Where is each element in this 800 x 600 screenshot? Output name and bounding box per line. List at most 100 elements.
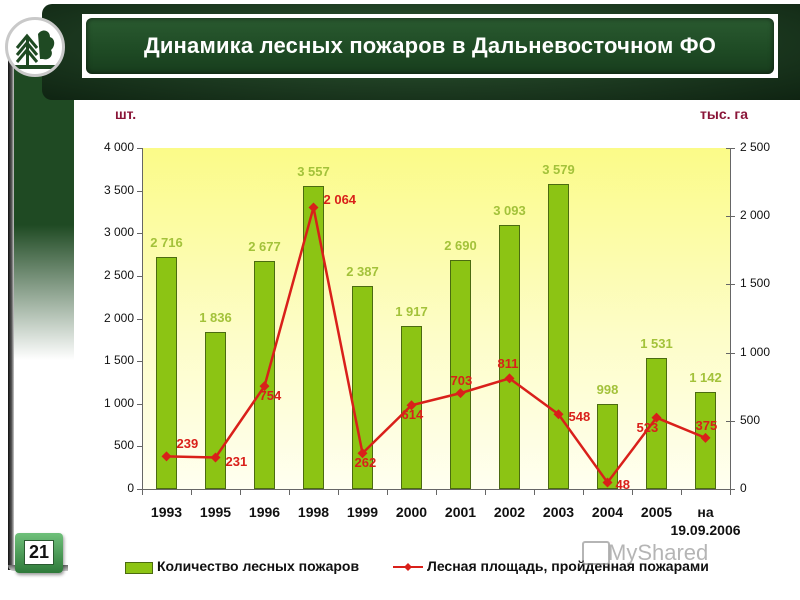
left-axis-tick-label: 1 500	[103, 353, 134, 368]
line-value-label: 523	[636, 419, 659, 435]
x-axis-tick	[583, 489, 584, 495]
right-axis-tick-label: 1 500	[740, 276, 771, 291]
line-value-label: 239	[176, 436, 199, 452]
right-axis-tick	[726, 216, 735, 218]
x-axis-label: 2004	[591, 504, 624, 520]
left-axis-tick-label: 500	[113, 438, 134, 453]
left-axis-tick	[137, 403, 142, 405]
x-axis-label: 1996	[248, 504, 281, 520]
x-axis-tick	[387, 489, 388, 495]
left-axis-unit: шт.	[115, 106, 137, 122]
left-axis	[142, 148, 143, 489]
legend-label-fires: Количество лесных пожаров	[157, 558, 360, 574]
page-number-badge: 21	[15, 533, 63, 573]
left-axis-tick	[137, 275, 142, 277]
bar-value-label: 2 690	[444, 237, 477, 253]
line-value-label: 811	[497, 356, 519, 372]
plot-area	[142, 148, 730, 489]
left-axis-tick	[137, 489, 142, 490]
line-value-label: 262	[354, 455, 377, 471]
bar-value-label: 3 557	[297, 163, 330, 179]
bar	[548, 183, 569, 489]
bar	[646, 358, 667, 489]
x-axis-tick	[730, 489, 731, 495]
x-axis-label: 2005	[640, 504, 673, 520]
left-decor-edge	[8, 60, 14, 570]
bar-value-label: 2 387	[346, 263, 379, 279]
slide-title: Динамика лесных пожаров в Дальневосточно…	[143, 33, 717, 58]
x-axis-tick	[142, 489, 143, 495]
line-value-label: 614	[401, 407, 424, 423]
bar-value-label: 3 579	[542, 161, 575, 177]
right-axis-tick-label: 0	[740, 481, 747, 495]
line-value-label: 231	[225, 454, 248, 470]
bar-value-label: 3 093	[493, 203, 526, 219]
left-axis-tick-label: 4 000	[103, 140, 134, 154]
right-axis-tick-label: 2 000	[740, 208, 771, 223]
x-axis-tick	[436, 489, 437, 495]
bar	[597, 403, 618, 489]
x-axis-label: 2000	[395, 504, 428, 520]
right-axis-tick	[726, 352, 735, 354]
line-value-label: 548	[568, 409, 591, 425]
bar-value-label: 1 142	[689, 369, 722, 385]
x-axis-tick	[191, 489, 192, 495]
x-axis-tick	[485, 489, 486, 495]
x-axis-label: 2003	[542, 504, 575, 520]
line-value-label: 2 064	[323, 192, 357, 208]
bar	[303, 185, 324, 489]
x-axis-tick	[338, 489, 339, 495]
bar-value-label: 1 531	[640, 336, 673, 352]
x-axis-label: 1995	[199, 504, 232, 520]
x-axis-tick	[632, 489, 633, 495]
x-axis-tick	[240, 489, 241, 495]
page-number: 21	[24, 540, 54, 565]
x-axis-tick	[289, 489, 290, 495]
watermark-text: MyShared	[608, 540, 709, 565]
right-axis-tick-label: 500	[740, 412, 761, 427]
left-axis-tick-label: 3 000	[103, 225, 134, 240]
line-value-label: 703	[450, 373, 473, 389]
left-decor-bar	[8, 60, 74, 360]
left-axis-tick	[137, 148, 142, 149]
legend-bar-swatch-icon	[125, 562, 153, 574]
bar	[450, 259, 471, 489]
bar-value-label: 1 917	[395, 303, 428, 319]
bar-value-label: 2 677	[248, 238, 281, 254]
left-axis-tick-label: 1 000	[103, 395, 134, 410]
x-axis-label: 1999	[346, 504, 379, 520]
line-value-label: 375	[695, 417, 718, 433]
legend-label-area: Лесная площадь, пройденная пожарами	[427, 558, 709, 574]
bar-value-label: 1 836	[199, 310, 232, 326]
watermark-icon	[582, 541, 610, 565]
right-axis-tick	[726, 284, 735, 286]
bar-value-label: 2 716	[150, 235, 183, 251]
header-panel: Динамика лесных пожаров в Дальневосточно…	[86, 18, 774, 74]
right-axis-tick	[726, 148, 735, 149]
x-axis-label: 19.09.2006	[670, 522, 741, 538]
bar	[156, 257, 177, 489]
x-axis-tick	[534, 489, 535, 495]
x-axis-label: 2001	[444, 504, 477, 520]
legend-line-marker-icon	[393, 563, 423, 571]
right-axis-tick	[726, 420, 735, 422]
left-axis-tick	[137, 318, 142, 320]
left-axis-tick	[137, 446, 142, 448]
left-axis-tick	[137, 190, 142, 192]
left-axis-tick	[137, 233, 142, 235]
x-axis-label: на	[697, 504, 714, 520]
left-axis-tick-label: 2 000	[103, 310, 134, 325]
x-axis-label: 1993	[150, 504, 183, 520]
x-axis-tick	[681, 489, 682, 495]
bar	[499, 225, 520, 489]
left-axis-tick-label: 2 500	[103, 267, 134, 282]
forest-logo-icon	[5, 17, 65, 77]
line-value-label: 48	[615, 477, 630, 493]
bar	[254, 260, 275, 489]
x-axis-label: 1998	[297, 504, 330, 520]
right-axis	[730, 148, 731, 489]
right-axis-unit: тыс. га	[700, 106, 748, 122]
left-axis-tick-label: 3 500	[103, 182, 134, 197]
right-axis-tick-label: 1 000	[740, 344, 771, 359]
